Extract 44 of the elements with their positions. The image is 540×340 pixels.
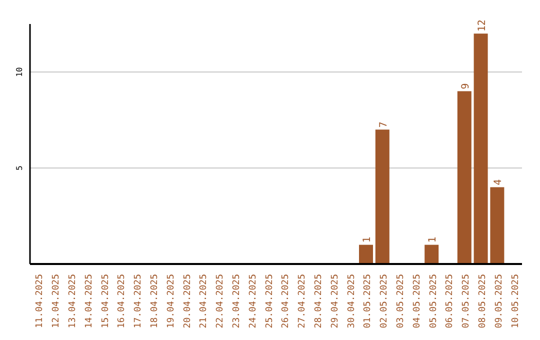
x-tick-label: 14.04.2025 [84, 274, 94, 328]
bar [490, 187, 504, 264]
data-label: 4 [493, 179, 504, 186]
x-tick-label: 22.04.2025 [216, 274, 226, 328]
x-tick-label: 11.04.2025 [35, 274, 46, 328]
bar [375, 130, 390, 264]
x-tick-label: 05.05.2025 [428, 274, 439, 328]
bar [474, 34, 488, 264]
x-tick-label: 06.05.2025 [445, 274, 456, 328]
y-tick-label: 5 [15, 165, 24, 170]
x-tick-label: 03.05.2025 [396, 274, 406, 328]
x-tick-label: 13.04.2025 [68, 274, 78, 328]
x-tick-label: 17.04.2025 [134, 274, 144, 328]
data-label: 9 [460, 83, 472, 90]
x-tick-label: 20.04.2025 [182, 274, 193, 328]
x-tick-label: 28.04.2025 [314, 274, 324, 328]
x-tick-label: 02.05.2025 [380, 274, 390, 328]
x-tick-label: 24.04.2025 [248, 274, 258, 328]
x-tick-label: 18.04.2025 [150, 274, 160, 328]
bar [359, 244, 373, 264]
data-label: 12 [476, 20, 488, 32]
data-label: 1 [362, 236, 373, 243]
bar [424, 244, 439, 264]
x-tick-label: 10.05.2025 [510, 274, 521, 328]
x-tick-label: 01.05.2025 [363, 274, 374, 328]
x-tick-label: 23.04.2025 [232, 274, 242, 328]
y-tick-label: 10 [15, 67, 24, 77]
x-tick-label: 27.04.2025 [298, 274, 308, 328]
x-tick-label: 08.05.2025 [478, 274, 488, 328]
x-tick-label: 29.04.2025 [330, 274, 340, 328]
data-label: 1 [428, 236, 439, 243]
x-tick-label: 19.04.2025 [166, 274, 176, 328]
x-tick-label: 12.04.2025 [52, 274, 62, 328]
x-tick-label: 07.05.2025 [462, 274, 472, 328]
x-tick-label: 25.04.2025 [264, 274, 275, 328]
data-label: 7 [378, 122, 390, 128]
x-tick-label: 04.05.2025 [412, 274, 422, 328]
x-tick-label: 15.04.2025 [100, 274, 111, 328]
x-tick-label: 26.04.2025 [281, 274, 292, 328]
bar [457, 91, 472, 264]
x-tick-label: 30.04.2025 [346, 274, 357, 328]
x-tick-label: 16.04.2025 [117, 274, 128, 328]
x-tick-label: 09.05.2025 [494, 274, 504, 328]
x-tick-label: 21.04.2025 [199, 274, 210, 328]
